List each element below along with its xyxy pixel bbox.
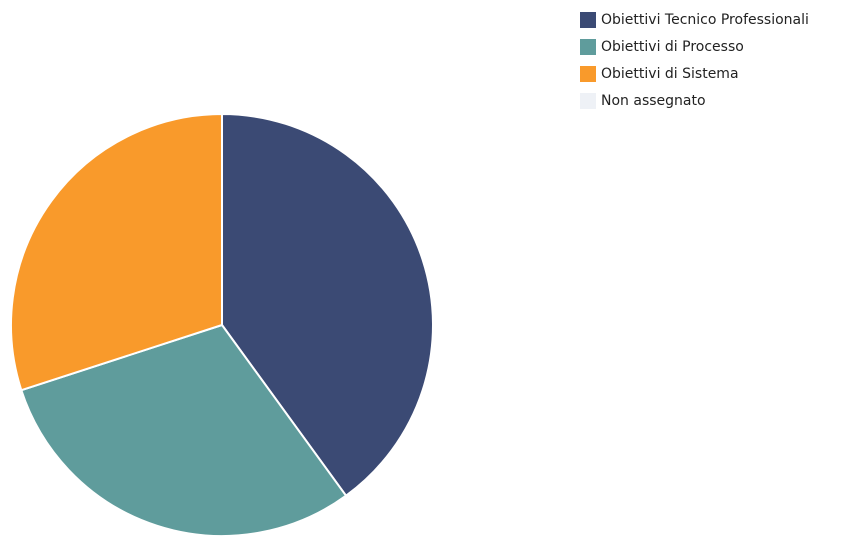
legend-item-processo[interactable]: Obiettivi di Processo xyxy=(580,33,809,60)
pie-slice-obiettivi-di-sistema[interactable] xyxy=(10,113,223,392)
legend-label-non-assegnato: Non assegnato xyxy=(601,92,706,109)
legend-item-tecnico-professionali[interactable]: Obiettivi Tecnico Professionali xyxy=(580,6,809,33)
legend-item-non-assegnato[interactable]: Non assegnato xyxy=(580,87,809,114)
legend-swatch-sistema xyxy=(580,65,596,82)
legend: Obiettivi Tecnico Professionali Obiettiv… xyxy=(580,6,809,114)
legend-label-sistema: Obiettivi di Sistema xyxy=(601,65,739,82)
pie-slice-obiettivi-di-processo[interactable] xyxy=(20,324,348,537)
legend-label-tecnico-professionali: Obiettivi Tecnico Professionali xyxy=(601,11,809,28)
pie-chart xyxy=(10,113,434,537)
legend-label-processo: Obiettivi di Processo xyxy=(601,38,744,55)
legend-swatch-processo xyxy=(580,38,596,55)
legend-swatch-tecnico-professionali xyxy=(580,11,596,28)
pie-slice-obiettivi-tecnico-professionali[interactable] xyxy=(221,113,434,497)
legend-item-sistema[interactable]: Obiettivi di Sistema xyxy=(580,60,809,87)
legend-swatch-non-assegnato xyxy=(580,92,596,109)
